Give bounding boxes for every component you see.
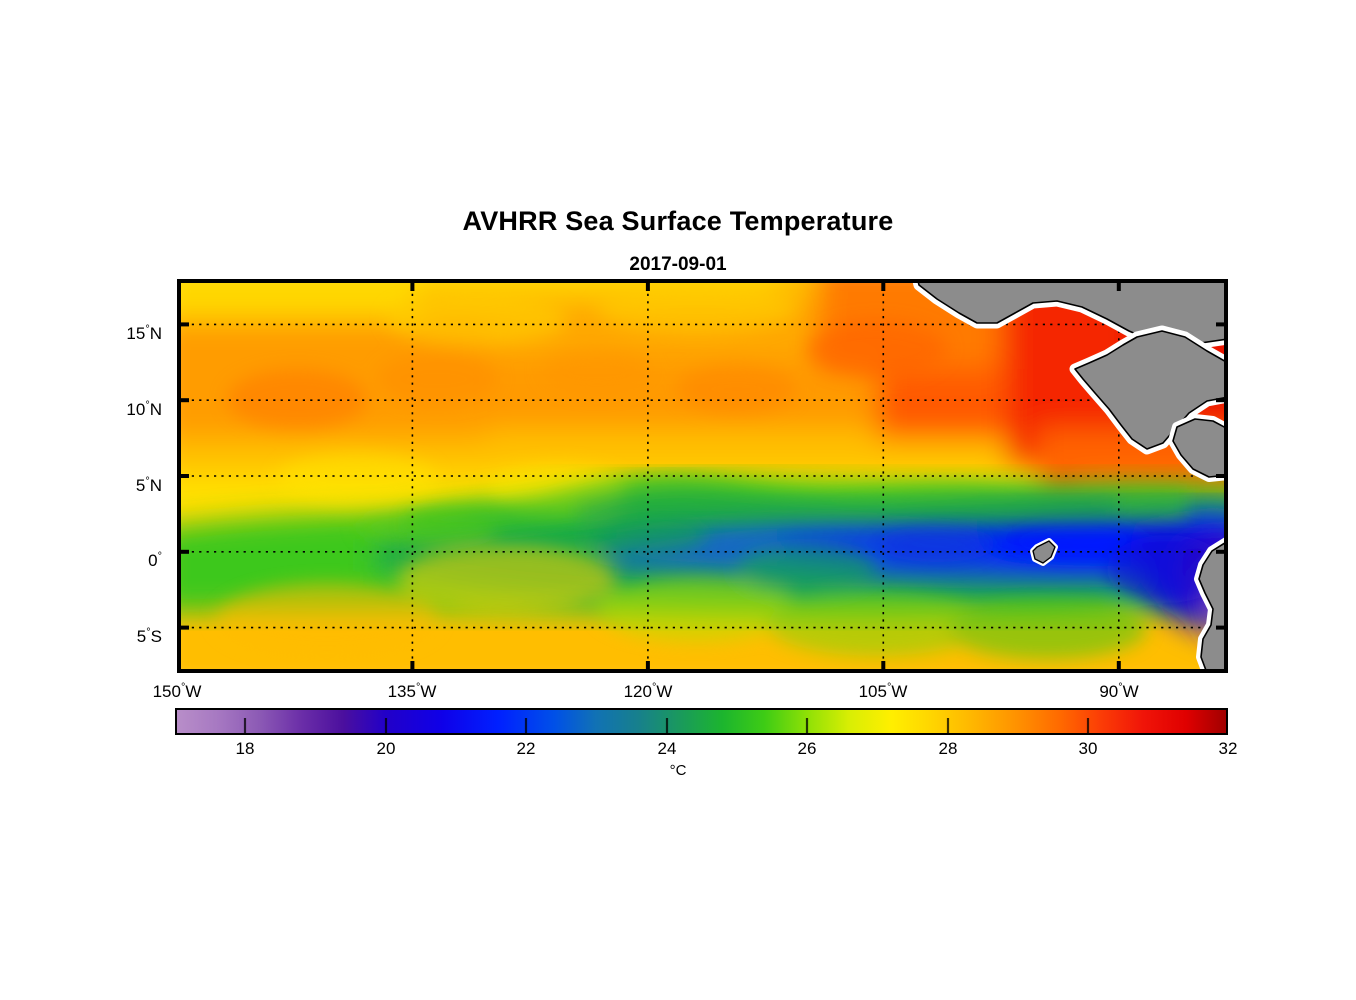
y-axis-tick-15n: 15°N: [126, 323, 162, 343]
x-axis-tick-135w: 135°W: [387, 681, 437, 701]
land-galapagos: [1030, 538, 1058, 566]
x-axis-tick-150w: 150°W: [152, 681, 202, 701]
y-axis-tick-5n: 5°N: [135, 475, 162, 495]
page-title: AVHRR Sea Surface Temperature: [462, 206, 894, 236]
colorbar-tick-18: 18: [235, 739, 255, 758]
colorbar-tick-22: 22: [516, 739, 536, 758]
colorbar-tick-20: 20: [376, 739, 396, 758]
colorbar-tick-30: 30: [1078, 739, 1098, 758]
land-south-america: [1194, 537, 1224, 669]
map-gridlines: [181, 283, 1224, 669]
x-axis-tick-90w: 90°W: [1099, 681, 1139, 701]
x-axis-tick-105w: 105°W: [858, 681, 908, 701]
y-axis-tick-10n: 10°N: [126, 399, 162, 419]
colorbar-tick-28: 28: [938, 739, 958, 758]
y-axis-tick-0: 0°: [148, 550, 162, 570]
y-axis-tick-5s: 5°S: [136, 626, 162, 646]
colorbar[interactable]: [175, 708, 1228, 735]
colorbar-tick-32: 32: [1218, 739, 1238, 758]
map-ticks: [181, 283, 1224, 669]
colorbar-unit-label: °C: [669, 762, 687, 779]
map-panel[interactable]: [177, 279, 1228, 673]
colorbar-tick-24: 24: [657, 739, 677, 758]
sst-heatmap: [181, 283, 1224, 669]
colorbar-tick-26: 26: [797, 739, 817, 758]
figure-subtitle: 2017-09-01: [629, 254, 727, 275]
colorbar-gradient: [177, 710, 1226, 733]
x-axis-tick-120w: 120°W: [623, 681, 673, 701]
